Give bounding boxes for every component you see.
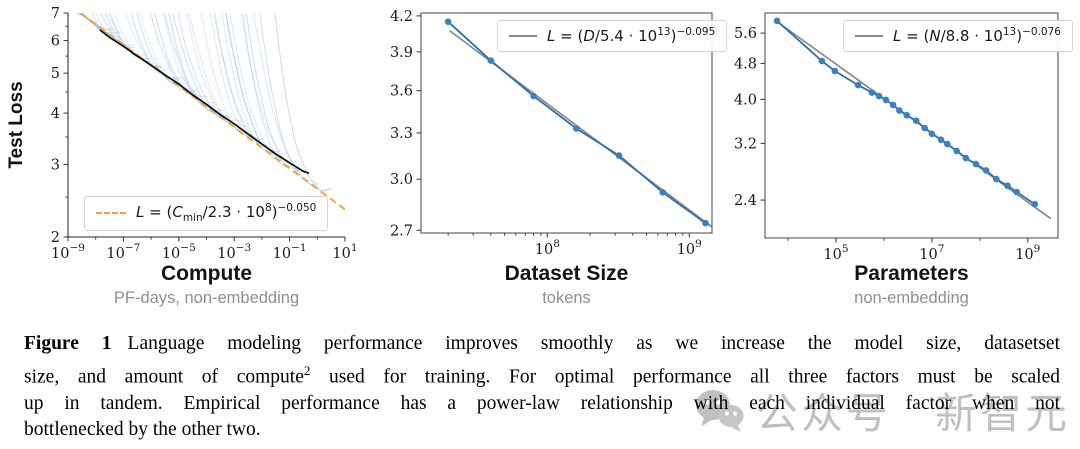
dataset-fit-legend: L = (D/5.4 · 1013)−0.095 — [497, 20, 728, 52]
figure-caption: Figure 1 Language modeling performance im… — [24, 331, 1060, 444]
legend-dashed-line-sample — [96, 212, 126, 214]
svg-text:10−5: 10−5 — [162, 242, 196, 262]
compute-plot: 10−9 10−7 10−5 10−3 10−1 101 7 6 5 4 3 2 — [51, 6, 358, 262]
watermark-text-2: 新智元 — [935, 389, 1071, 438]
svg-text:2.4: 2.4 — [734, 193, 757, 209]
footnote-marker: 2 — [303, 362, 311, 378]
caption-line-2: size, and amount of compute2 used for tr… — [24, 362, 1060, 388]
svg-text:4.2: 4.2 — [390, 9, 413, 25]
svg-text:2: 2 — [51, 230, 60, 246]
svg-text:101: 101 — [332, 242, 357, 262]
svg-text:107: 107 — [919, 243, 944, 263]
svg-text:3.3: 3.3 — [390, 126, 413, 142]
wechat-icon — [696, 389, 744, 432]
svg-text:10−1: 10−1 — [273, 242, 307, 262]
axis-title: Parameters — [854, 262, 969, 285]
dataset-fit-formula: L = (D/5.4 · 1013)−0.095 — [547, 26, 716, 45]
svg-text:108: 108 — [535, 238, 560, 258]
compute-fit-formula: L = (Cmin/2.3 · 108)−0.050 — [136, 202, 317, 224]
svg-text:109: 109 — [677, 238, 702, 258]
svg-text:10−7: 10−7 — [106, 242, 140, 262]
svg-text:4.0: 4.0 — [734, 92, 757, 108]
compute-fit-legend: L = (Cmin/2.3 · 108)−0.050 — [84, 196, 329, 231]
dataset-size-plot: 108 109 4.2 3.9 3.6 3.3 3.0 2.7 — [390, 9, 713, 258]
axis-title: Compute — [161, 262, 252, 285]
caption-line-4: bottlenecked by the other two. — [24, 419, 261, 440]
parameters-plot: 105 107 109 5.6 4.8 4.0 3.2 2.4 — [734, 12, 1059, 263]
svg-text:105: 105 — [823, 243, 848, 263]
svg-text:2.7: 2.7 — [390, 223, 413, 239]
svg-text:4: 4 — [51, 106, 60, 122]
svg-text:3.0: 3.0 — [390, 172, 413, 188]
x-axis-title-dataset-size: Dataset Size tokens — [421, 262, 712, 308]
watermark: 公众号 新智元 — [694, 380, 1070, 441]
svg-text:6: 6 — [51, 34, 60, 50]
legend-line-sample — [509, 34, 537, 37]
svg-text:3: 3 — [51, 158, 60, 174]
caption-line-1: Figure 1 Language modeling performance im… — [24, 333, 1060, 354]
caption-line-3: up in tandem. Empirical performance has … — [24, 392, 1060, 414]
svg-text:7: 7 — [51, 6, 60, 22]
x-axis-title-parameters: Parameters non-embedding — [765, 262, 1058, 308]
axis-subtitle: PF-days, non-embedding — [113, 289, 300, 307]
svg-text:3.9: 3.9 — [390, 45, 413, 61]
axis-subtitle: tokens — [542, 289, 591, 307]
parameters-fit-formula: L = (N/8.8 · 1013)−0.076 — [893, 26, 1061, 45]
svg-text:3.2: 3.2 — [734, 136, 757, 152]
axis-title: Dataset Size — [504, 262, 629, 285]
x-axis-title-compute: Compute PF-days, non-embedding — [68, 262, 345, 308]
y-axis-label: Test Loss — [6, 81, 27, 169]
svg-text:4.8: 4.8 — [734, 56, 757, 72]
watermark-text-1: 公众号 — [756, 389, 892, 438]
svg-text:5: 5 — [51, 66, 60, 82]
axis-subtitle: non-embedding — [854, 289, 969, 307]
legend-line-sample — [855, 34, 883, 37]
parameters-fit-legend: L = (N/8.8 · 1013)−0.076 — [843, 20, 1073, 52]
svg-text:109: 109 — [1015, 243, 1040, 263]
svg-text:10−9: 10−9 — [51, 242, 85, 262]
svg-text:3.6: 3.6 — [390, 84, 413, 100]
figure-label: Figure 1 — [24, 333, 112, 354]
svg-text:10−3: 10−3 — [217, 242, 251, 262]
svg-text:5.6: 5.6 — [734, 26, 757, 42]
